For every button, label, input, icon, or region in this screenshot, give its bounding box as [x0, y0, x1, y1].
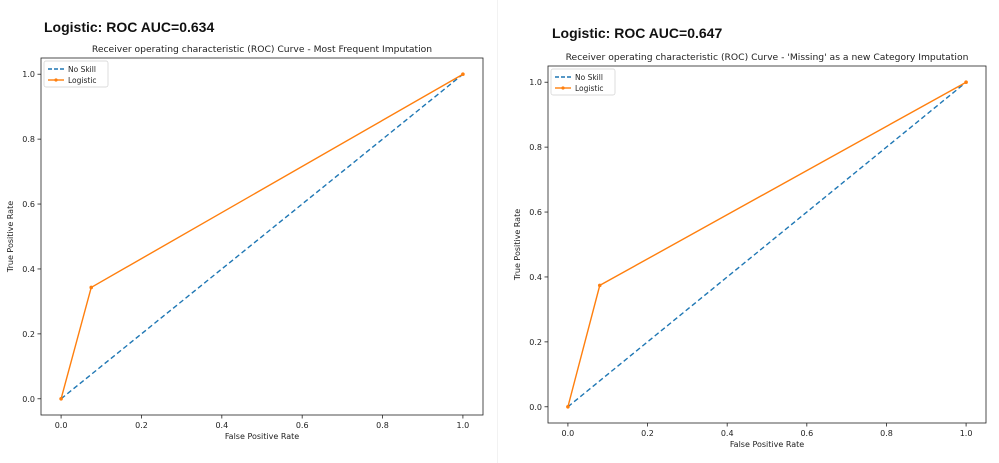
- x-tick-label: 0.6: [296, 421, 309, 430]
- series-line-no-skill: [567, 81, 967, 408]
- x-tick-label: 0.4: [215, 421, 228, 430]
- data-point-logistic: [89, 285, 94, 290]
- y-tick-label: 1.0: [529, 78, 542, 87]
- y-axis-label: True Positive Rate: [513, 209, 522, 281]
- data-point-logistic: [59, 396, 63, 401]
- legend-label-no-skill: No Skill: [575, 73, 603, 82]
- x-tick-label: 0.6: [800, 429, 813, 438]
- y-tick-label: 0.2: [529, 338, 542, 347]
- y-tick-label: 0.6: [529, 208, 542, 217]
- legend-marker-logistic: [561, 86, 565, 90]
- y-tick-label: 0.0: [529, 403, 542, 412]
- x-tick-label: 0.4: [721, 429, 734, 438]
- auc-header: Logistic: ROC AUC=0.634: [44, 19, 215, 35]
- y-tick-label: 1.0: [22, 70, 35, 79]
- data-point-logistic: [566, 404, 570, 409]
- x-tick-label: 0.0: [55, 421, 68, 430]
- legend-label-no-skill: No Skill: [68, 65, 96, 74]
- y-tick-label: 0.0: [22, 395, 35, 404]
- x-tick-label: 0.8: [880, 429, 893, 438]
- x-axis-label: False Positive Rate: [730, 440, 804, 449]
- chart-title: Receiver operating characteristic (ROC) …: [566, 52, 969, 63]
- x-tick-label: 0.0: [562, 429, 575, 438]
- y-axis-label: True Positive Rate: [6, 201, 15, 273]
- y-tick-label: 0.2: [22, 330, 35, 339]
- x-tick-label: 1.0: [960, 429, 973, 438]
- y-tick-label: 0.4: [529, 273, 542, 282]
- roc-chart-missing-category: Receiver operating characteristic (ROC) …: [513, 52, 987, 449]
- data-point-logistic: [597, 283, 602, 288]
- roc-chart-most-frequent: Receiver operating characteristic (ROC) …: [6, 44, 484, 441]
- data-point-logistic: [964, 80, 968, 85]
- x-tick-label: 0.2: [135, 421, 148, 430]
- x-tick-label: 0.2: [641, 429, 654, 438]
- legend: No Skill Logistic: [43, 60, 109, 88]
- x-tick-label: 0.8: [376, 421, 389, 430]
- plot-area-frame: [547, 65, 987, 424]
- panel-divider: [497, 0, 498, 463]
- chart-title: Receiver operating characteristic (ROC) …: [92, 44, 432, 55]
- plot-area-frame: [40, 57, 484, 416]
- roc-panel-missing-category: Logistic: ROC AUC=0.647 Receiver operati…: [504, 0, 999, 463]
- roc-panel-most-frequent: Logistic: ROC AUC=0.634 Receiver operati…: [0, 0, 492, 463]
- auc-header: Logistic: ROC AUC=0.647: [552, 25, 723, 41]
- legend-label-logistic: Logistic: [68, 76, 97, 85]
- x-axis-label: False Positive Rate: [225, 432, 299, 441]
- legend-marker-logistic: [54, 78, 58, 82]
- y-tick-label: 0.8: [22, 135, 35, 144]
- y-tick-label: 0.4: [22, 265, 35, 274]
- series-line-no-skill: [60, 73, 464, 400]
- data-point-logistic: [461, 72, 465, 77]
- y-tick-label: 0.8: [529, 143, 542, 152]
- x-tick-label: 1.0: [457, 421, 470, 430]
- legend: No Skill Logistic: [550, 68, 616, 96]
- y-tick-label: 0.6: [22, 200, 35, 209]
- legend-label-logistic: Logistic: [575, 84, 604, 93]
